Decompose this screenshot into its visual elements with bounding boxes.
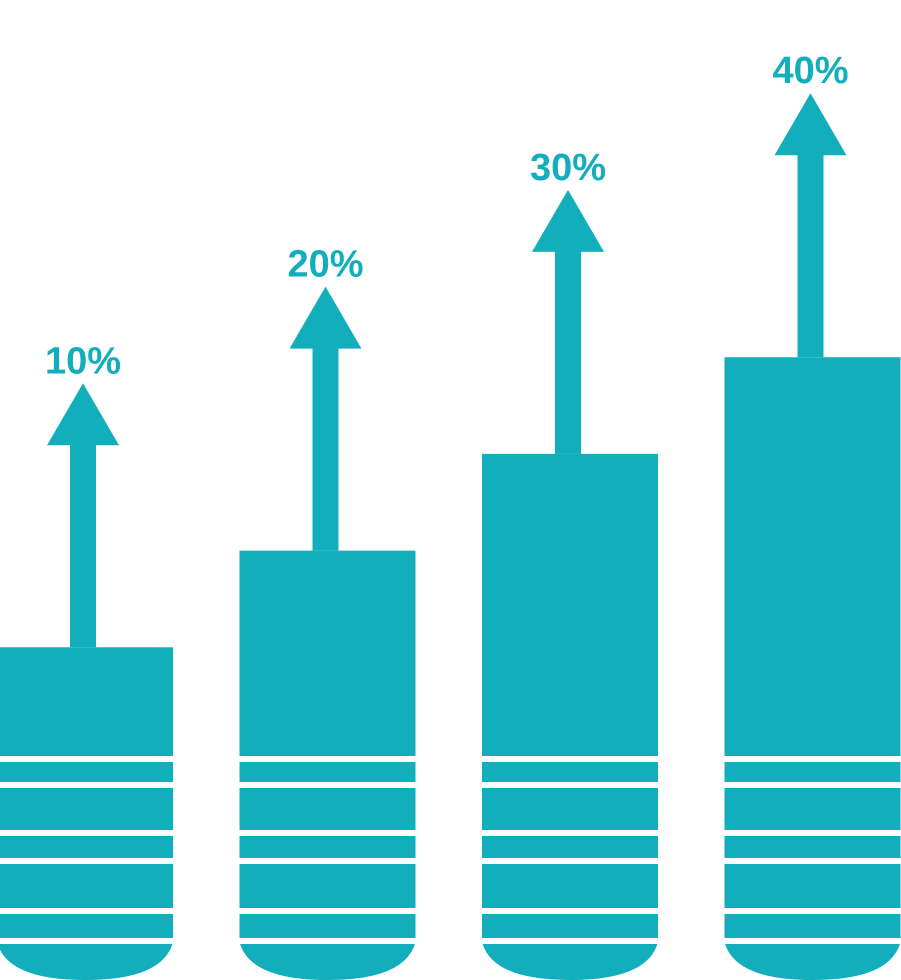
bar <box>724 357 901 980</box>
bar-stripe <box>480 756 660 762</box>
bar-stripe <box>237 756 418 762</box>
bar-stripe <box>480 938 660 944</box>
bar-stripe <box>237 908 418 914</box>
arrow-shaft <box>70 444 96 648</box>
value-label: 10% <box>45 340 121 382</box>
bar-stripe <box>0 756 175 762</box>
bar-stripe <box>722 756 901 762</box>
arrow-head <box>774 93 847 156</box>
arrow-head <box>289 286 362 349</box>
bar-stripe <box>480 908 660 914</box>
bar <box>482 453 658 980</box>
bar-stripe <box>0 858 175 864</box>
arrow-shaft <box>555 250 581 454</box>
bar-stripe <box>0 908 175 914</box>
bar-stripe <box>480 830 660 836</box>
bar-stripe <box>237 858 418 864</box>
bar-stripe <box>722 938 901 944</box>
arrow-head <box>47 383 119 446</box>
bar-stripe <box>480 858 660 864</box>
bar <box>0 647 173 980</box>
bar <box>239 550 416 980</box>
arrow-shaft <box>797 154 824 358</box>
bar-stripe <box>480 782 660 788</box>
value-label: 40% <box>772 50 848 92</box>
value-label: 20% <box>287 244 363 286</box>
bar-stripe <box>0 830 175 836</box>
bar-stripe <box>722 908 901 914</box>
bar-stripe <box>0 938 175 944</box>
bar-stripe <box>722 858 901 864</box>
bar-stripe <box>237 938 418 944</box>
bar-stripe <box>237 782 418 788</box>
value-label: 30% <box>530 147 606 189</box>
bar-stripe <box>237 830 418 836</box>
arrow-shaft <box>312 347 339 551</box>
bar-stripe <box>722 782 901 788</box>
bar-stripe <box>722 830 901 836</box>
arrow-head <box>532 189 604 252</box>
bar-stripe <box>0 782 175 788</box>
